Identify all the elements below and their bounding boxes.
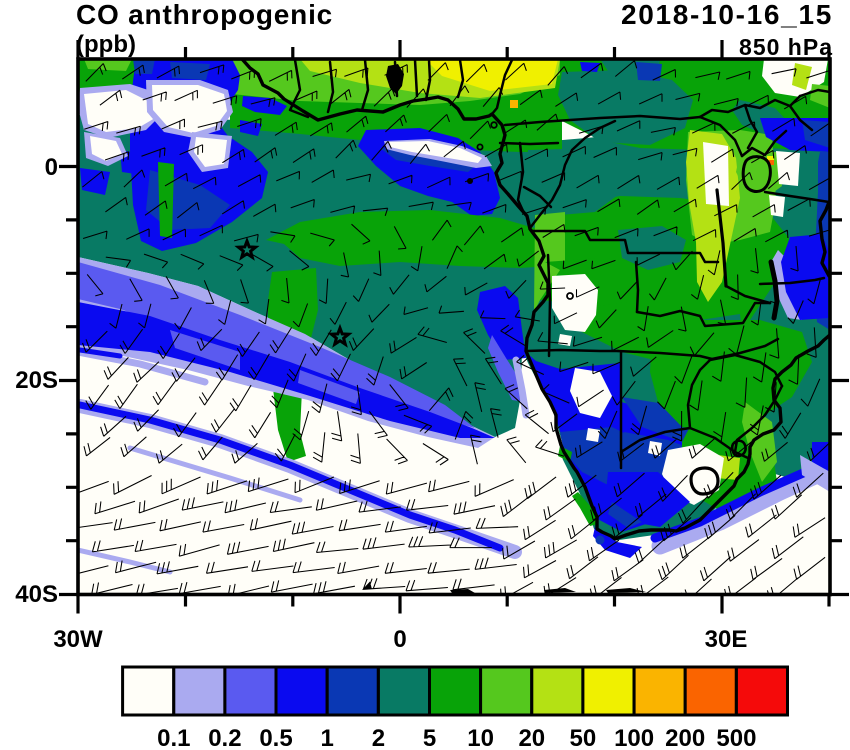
- svg-text:CO anthropogenic: CO anthropogenic: [76, 0, 333, 30]
- svg-text:2: 2: [372, 725, 385, 750]
- svg-text:50: 50: [570, 725, 597, 750]
- svg-text:0: 0: [45, 154, 58, 181]
- svg-text:30W: 30W: [53, 626, 103, 653]
- svg-text:0.5: 0.5: [259, 725, 292, 750]
- svg-text:20S: 20S: [15, 367, 58, 394]
- svg-text:100: 100: [614, 725, 654, 750]
- svg-text:20: 20: [518, 725, 545, 750]
- svg-text:500: 500: [716, 725, 756, 750]
- svg-text:30E: 30E: [705, 626, 748, 653]
- svg-text:40S: 40S: [15, 581, 58, 608]
- svg-text:5: 5: [423, 725, 436, 750]
- svg-text:2018-10-16_15: 2018-10-16_15: [621, 0, 833, 30]
- svg-text:1: 1: [321, 725, 334, 750]
- svg-text:(ppb): (ppb): [76, 31, 136, 58]
- svg-text:0: 0: [393, 626, 406, 653]
- svg-text:850 hPa: 850 hPa: [739, 34, 833, 60]
- svg-text:0.1: 0.1: [157, 725, 190, 750]
- svg-text:200: 200: [665, 725, 705, 750]
- svg-text:10: 10: [467, 725, 494, 750]
- svg-text:0.2: 0.2: [208, 725, 241, 750]
